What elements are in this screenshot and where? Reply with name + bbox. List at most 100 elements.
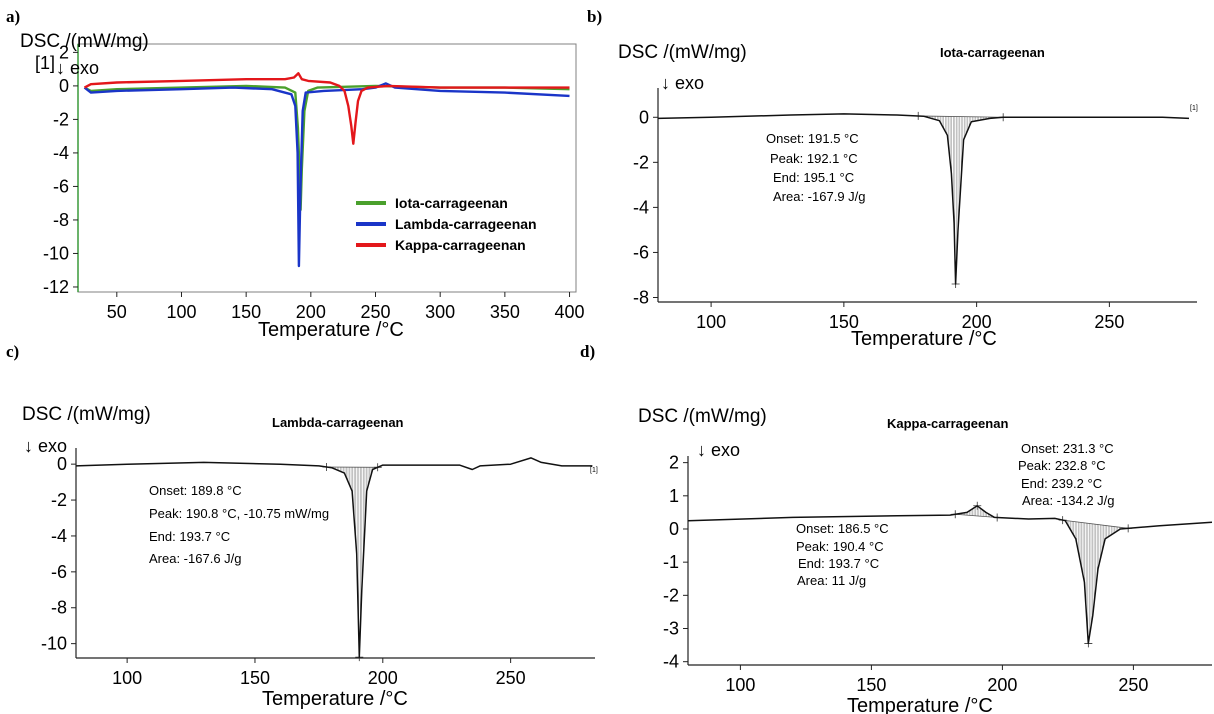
peak-annotation: Peak: 192.1 °C [770,151,858,166]
y-tick-label: 0 [669,519,679,539]
x-tick-label: 250 [1094,312,1124,332]
peak-annotation: Onset: 189.8 °C [149,483,242,498]
peak-annotation: Area: -134.2 J/g [1022,493,1115,508]
series-line-dsc-curve [687,505,1213,645]
y-tick-label: 0 [57,454,67,474]
peak-annotation: Peak: 232.8 °C [1018,458,1106,473]
y-tick-label: -2 [53,109,69,129]
x-tick-label: 150 [240,668,270,688]
integration-baseline [918,115,1004,118]
legend-label: Lambda-carrageenan [395,216,537,232]
x-tick-label: 400 [555,302,585,322]
y-tick-label: -6 [633,242,649,262]
series-line-iota-carrageenan [83,84,570,212]
series-line-kappa-carrageenan [83,72,570,145]
legend-label: Iota-carrageenan [395,195,508,211]
y-axis-title: DSC /(mW/mg) [20,31,149,52]
peak-annotation: End: 195.1 °C [773,170,854,185]
x-axis-title: Temperature /°C [851,328,997,350]
peak-annotation: Area: -167.9 J/g [773,189,866,204]
panel-letter: a) [6,7,20,26]
x-axis-title: Temperature /°C [262,688,408,710]
x-tick-label: 150 [231,302,261,322]
y-tick-label: -1 [663,552,679,572]
peak-annotation: Area: -167.6 J/g [149,551,242,566]
panel-title: Lambda-carrageenan [272,415,404,430]
panel-title: Kappa-carrageenan [887,416,1008,431]
peak-annotation: Onset: 191.5 °C [766,131,859,146]
exo-direction-label: ↓ exo [24,436,67,456]
y-tick-label: -4 [53,143,69,163]
y-tick-label: -8 [51,598,67,618]
series-line-dsc-curve [657,113,1190,285]
x-tick-label: 250 [360,302,390,322]
y-axis-title: DSC /(mW/mg) [638,406,767,427]
panel-letter: b) [587,7,602,26]
integration-baseline [1062,519,1129,529]
x-tick-label: 200 [962,312,992,332]
panel-title: Iota-carrageenan [940,45,1045,60]
x-tick-label: 200 [987,675,1017,695]
x-axis-title: Temperature /°C [258,319,404,341]
peak-annotation: Peak: 190.4 °C [796,539,884,554]
y-tick-label: -4 [51,526,67,546]
peak-annotation: Onset: 231.3 °C [1021,441,1114,456]
series-line-dsc-curve [75,457,593,658]
peak-annotation: End: 239.2 °C [1021,476,1102,491]
y-tick-label: -4 [633,197,649,217]
exo-direction-label: ↓ exo [56,58,99,78]
legend-label: Kappa-carrageenan [395,237,526,253]
panel-c: c) 0 -2 -4 -6 -8 -10 100 150 200 250 DSC /(mW/mg) ↓ … [6,342,598,710]
y-tick-label: 0 [59,76,69,96]
x-tick-label: 250 [496,668,526,688]
x-tick-label: 250 [1118,675,1148,695]
peak-annotation: Area: 11 J/g [797,573,866,588]
x-tick-label: 100 [166,302,196,322]
curve-marker-label: [1] [1190,105,1198,112]
peak-annotation: End: 193.7 °C [798,556,879,571]
panel-d: d) 2 1 0 -1 -2 -3 -4 100 150 200 250 DSC /(mW/mg) ↓ e… [580,342,1213,714]
curve-marker-label: [1] [35,53,55,73]
y-tick-label: -10 [41,634,67,654]
x-tick-label: 150 [856,675,886,695]
panel-letter: d) [580,342,595,361]
y-tick-label: -2 [633,152,649,172]
peak-annotation: End: 193.7 °C [149,529,230,544]
x-tick-label: 50 [107,302,127,322]
integration-baseline [955,513,998,518]
x-tick-label: 350 [490,302,520,322]
y-tick-label: 2 [59,42,69,62]
y-tick-label: -8 [53,210,69,230]
peak-annotation: Peak: 190.8 °C, -10.75 mW/mg [149,506,329,521]
x-tick-label: 150 [829,312,859,332]
x-tick-label: 300 [425,302,455,322]
curve-marker-label: [1] [590,467,598,474]
x-tick-label: 100 [725,675,755,695]
x-tick-label: 100 [696,312,726,332]
x-tick-label: 200 [296,302,326,322]
peak-integration-hatch [1063,520,1128,637]
exo-direction-label: ↓ exo [697,440,740,460]
y-tick-label: -6 [51,562,67,582]
panel-letter: c) [6,342,19,361]
y-tick-label: -10 [43,243,69,263]
y-axis-title: DSC /(mW/mg) [618,42,747,63]
y-tick-label: -2 [663,585,679,605]
y-tick-label: -6 [53,176,69,196]
y-tick-label: -3 [663,619,679,639]
x-axis-title: Temperature /°C [847,695,993,714]
exo-direction-label: ↓ exo [661,73,704,93]
y-tick-label: 0 [639,107,649,127]
y-tick-label: -4 [663,652,679,672]
panel-a: a) 2 0 -2 -4 -6 -8 -10 -12 50 100 150 200 250 300 350 40… [6,7,585,341]
panel-b: b) 0 -2 -4 -6 -8 100 150 200 250 DSC /(mW/mg) ↓ exo… [587,7,1198,350]
y-tick-label: -8 [633,287,649,307]
peak-annotation: Onset: 186.5 °C [796,521,889,536]
y-tick-label: -2 [51,490,67,510]
y-tick-label: 2 [669,453,679,473]
y-tick-label: 1 [669,486,679,506]
y-axis-title: DSC /(mW/mg) [22,404,151,425]
x-tick-label: 200 [368,668,398,688]
y-tick-label: -12 [43,277,69,297]
